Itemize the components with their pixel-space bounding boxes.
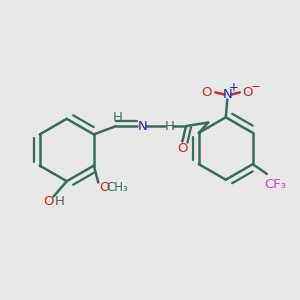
Text: O: O bbox=[43, 195, 53, 208]
Text: CF₃: CF₃ bbox=[265, 178, 287, 190]
Text: O: O bbox=[242, 86, 252, 99]
Text: O: O bbox=[100, 181, 110, 194]
Text: N: N bbox=[222, 88, 232, 101]
Text: O: O bbox=[201, 86, 212, 99]
Text: O: O bbox=[177, 142, 188, 155]
Text: N: N bbox=[137, 120, 147, 133]
Text: H: H bbox=[112, 111, 122, 124]
Text: CH₃: CH₃ bbox=[107, 181, 128, 194]
Text: −: − bbox=[250, 80, 260, 94]
Text: +: + bbox=[229, 81, 239, 94]
Text: H: H bbox=[54, 195, 64, 208]
Text: H: H bbox=[165, 120, 175, 133]
